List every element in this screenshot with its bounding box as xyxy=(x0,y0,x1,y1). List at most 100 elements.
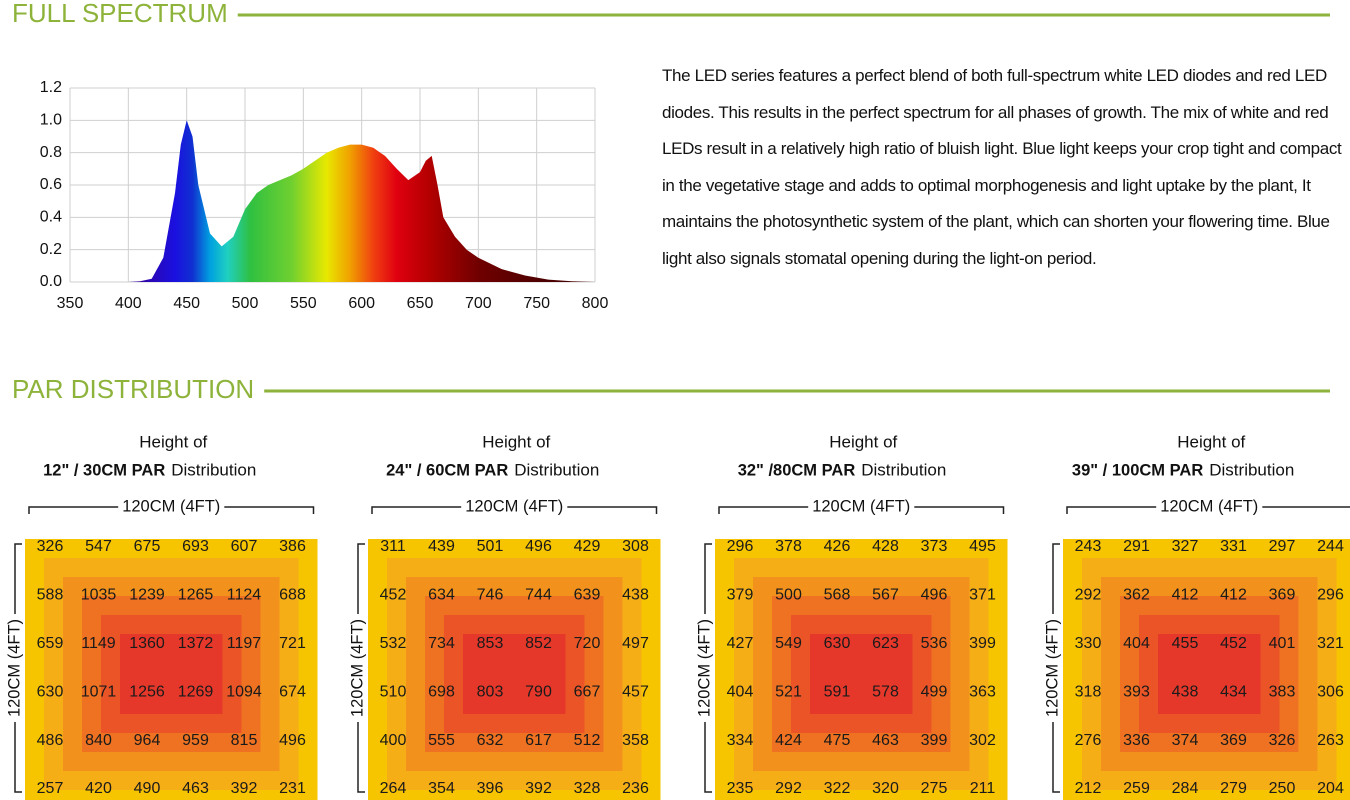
width-label: 120CM (4FT) xyxy=(1160,497,1258,515)
par-value: 439 xyxy=(428,538,455,555)
par-value: 429 xyxy=(574,538,601,555)
par-value: 501 xyxy=(477,538,504,555)
par-value: 607 xyxy=(231,538,258,555)
par-value: 634 xyxy=(428,587,455,604)
par-value: 521 xyxy=(775,683,802,700)
depth-label: 120CM (4FT) xyxy=(695,619,713,717)
par-value: 744 xyxy=(525,587,552,604)
y-tick-label: 0.8 xyxy=(40,144,62,161)
par-value: 318 xyxy=(1075,683,1102,700)
depth-bracket xyxy=(704,543,712,793)
par-value: 496 xyxy=(921,587,948,604)
par-value: 292 xyxy=(1075,587,1102,604)
par-value: 693 xyxy=(182,538,209,555)
par-value: 275 xyxy=(921,780,948,797)
par-value: 243 xyxy=(1075,538,1102,555)
par-value: 1035 xyxy=(81,587,117,604)
par-value: 852 xyxy=(525,635,552,652)
par-value: 427 xyxy=(727,635,754,652)
par-value: 790 xyxy=(525,683,552,700)
par-value: 244 xyxy=(1317,538,1344,555)
par-value: 378 xyxy=(775,538,802,555)
par-value: 296 xyxy=(727,538,754,555)
par-value: 412 xyxy=(1220,587,1247,604)
par-label: 12" / 30CM PAR xyxy=(43,461,165,479)
par-zone xyxy=(463,634,566,714)
par-value: 497 xyxy=(622,635,649,652)
par-value: 734 xyxy=(428,635,455,652)
depth-label: 120CM (4FT) xyxy=(5,619,23,717)
par-value: 327 xyxy=(1172,538,1199,555)
par-value: 568 xyxy=(824,587,851,604)
par-value: 212 xyxy=(1075,780,1102,797)
par-value: 720 xyxy=(574,635,601,652)
par-value: 667 xyxy=(574,683,601,700)
width-bracket xyxy=(371,506,658,514)
par-value: 840 xyxy=(85,732,112,749)
par-value: 617 xyxy=(525,732,552,749)
par-value: 211 xyxy=(970,780,996,797)
width-bracket xyxy=(28,506,315,514)
par-value: 1124 xyxy=(227,587,262,604)
par-zone xyxy=(1158,634,1261,714)
par-value: 455 xyxy=(1172,635,1199,652)
par-value: 297 xyxy=(1269,538,1296,555)
par-value: 1149 xyxy=(81,635,116,652)
y-tick-label: 0.2 xyxy=(40,241,62,258)
distribution-label: Distribution xyxy=(1209,460,1294,479)
par-value: 675 xyxy=(134,538,161,555)
par-value: 475 xyxy=(824,732,851,749)
width-label: 120CM (4FT) xyxy=(122,497,220,515)
par-value: 235 xyxy=(727,780,754,797)
par-value: 236 xyxy=(622,780,649,797)
par-label: 39" / 100CM PAR xyxy=(1072,461,1203,479)
par-value: 1239 xyxy=(129,587,165,604)
par-value: 330 xyxy=(1075,635,1102,652)
par-value: 495 xyxy=(969,538,996,555)
par-value: 555 xyxy=(428,732,455,749)
par-value: 292 xyxy=(775,780,802,797)
par-value: 486 xyxy=(37,732,64,749)
depth-label: 120CM (4FT) xyxy=(348,619,366,717)
distribution-label: Distribution xyxy=(171,460,256,479)
par-value: 1256 xyxy=(129,683,165,700)
x-tick-label: 650 xyxy=(407,295,434,312)
par-value: 334 xyxy=(727,732,754,749)
par-value: 399 xyxy=(921,732,948,749)
par-value: 296 xyxy=(1317,587,1344,604)
par-value: 362 xyxy=(1123,587,1150,604)
y-tick-label: 1.2 xyxy=(40,79,62,96)
par-value: 547 xyxy=(85,538,112,555)
par-value: 496 xyxy=(279,732,306,749)
par-value: 549 xyxy=(775,635,802,652)
par-zone xyxy=(120,634,223,714)
par-value: 363 xyxy=(969,683,996,700)
par-value: 374 xyxy=(1172,732,1199,749)
x-tick-label: 550 xyxy=(290,295,317,312)
par-label: 24" / 60CM PAR xyxy=(386,461,508,479)
height-label: Height of xyxy=(829,432,897,451)
par-value: 964 xyxy=(134,732,161,749)
par-value: 688 xyxy=(279,587,306,604)
width-label: 120CM (4FT) xyxy=(812,497,910,515)
par-value: 326 xyxy=(37,538,64,555)
par-value: 311 xyxy=(380,538,406,555)
par-value: 369 xyxy=(1220,732,1247,749)
par-value: 386 xyxy=(279,538,306,555)
par-value: 698 xyxy=(428,683,455,700)
par-zone xyxy=(810,634,913,714)
par-value: 379 xyxy=(727,587,754,604)
x-tick-label: 400 xyxy=(115,295,142,312)
par-value: 674 xyxy=(279,683,306,700)
par-value: 490 xyxy=(134,780,161,797)
par-value: 400 xyxy=(380,732,407,749)
par-value: 284 xyxy=(1172,780,1199,797)
height-label: Height of xyxy=(139,432,207,451)
par-value: 588 xyxy=(37,587,64,604)
par-value: 404 xyxy=(1123,635,1150,652)
par-value: 424 xyxy=(775,732,802,749)
par-value: 204 xyxy=(1317,780,1344,797)
par-value: 591 xyxy=(824,683,851,700)
x-tick-label: 600 xyxy=(348,295,375,312)
par-value: 500 xyxy=(775,587,802,604)
